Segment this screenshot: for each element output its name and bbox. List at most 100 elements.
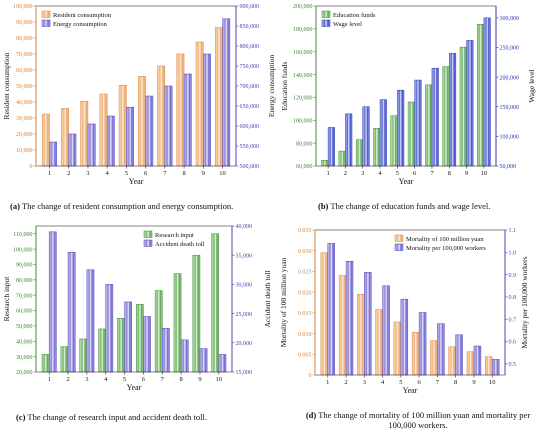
y-left-tick-label: 0.015 (298, 311, 312, 317)
legend-swatch (394, 243, 404, 251)
bar-right-year-4 (379, 99, 387, 167)
x-tick-label: 8 (448, 170, 451, 177)
bar-left-year-5 (118, 84, 127, 167)
x-tick-label: 6 (413, 170, 417, 177)
y-left-tick-label: 0.005 (298, 352, 312, 358)
bar-right-year-2 (67, 252, 76, 373)
y-left-tick-label: 80,000 (16, 36, 33, 42)
bar-right-year-7 (437, 323, 445, 376)
bar-right-year-3 (87, 123, 96, 167)
y-left-axis-title: Education funds (280, 61, 289, 110)
y-right-tick-label: 1.1 (509, 228, 517, 234)
y-left-tick-label: 100,000 (13, 4, 33, 10)
chart-d: 1 2 3 4 5 6 7 8 9 10 0 0.005 0.010 0.015 0.020 0.025 0.0… (279, 228, 529, 395)
x-tick-label: 5 (399, 379, 402, 386)
y-left-axis-title: Resident consumption (2, 52, 11, 119)
legend-swatch (143, 239, 153, 247)
caption-label-c: (c) (16, 412, 26, 422)
bar-left-year-4 (375, 309, 383, 376)
y-right-tick-label: 650,000 (240, 104, 260, 110)
y-left-tick-label: 80,000 (16, 278, 33, 284)
y-left-tick-label: 0.010 (298, 332, 312, 338)
legend-swatch (321, 19, 331, 27)
legend-label: Accident death toll (155, 241, 205, 248)
y-right-tick-label: 40,000 (236, 224, 253, 230)
caption-label-b: (b) (318, 201, 329, 211)
x-tick-label: 2 (344, 170, 347, 177)
chart-c: 1 2 3 4 5 6 7 8 9 10 20,000 30,000 40,000 50,000 60,00… (2, 224, 272, 392)
bar-right-year-3 (362, 106, 370, 167)
y-left-tick-label: 30,000 (16, 116, 33, 122)
x-tick-label: 1 (326, 379, 329, 386)
y-right-tick-label: 150,000 (500, 105, 520, 111)
bar-left-year-8 (176, 53, 185, 167)
y-left-tick-label: 10,000 (16, 148, 33, 154)
y-right-tick-label: 900,000 (240, 4, 260, 10)
x-tick-label: 2 (67, 170, 70, 177)
bar-left-year-1 (41, 354, 50, 373)
bar-left-year-8 (448, 346, 456, 376)
legend: Education funds Wage level (321, 10, 376, 28)
x-tick-label: 3 (361, 170, 364, 177)
legend-label: Education funds (333, 12, 376, 19)
y-left-tick-label: 30,000 (16, 355, 33, 361)
y-left-tick-label: 90,000 (16, 20, 33, 26)
legend-swatch (143, 230, 153, 238)
bar-right-year-7 (162, 327, 170, 373)
y-right-tick-label: 20,000 (236, 341, 253, 347)
caption-label-a: (a) (10, 201, 20, 211)
y-left-tick-label: 90,000 (16, 263, 33, 269)
y-left-tick-label: 110,000 (13, 232, 32, 238)
legend-swatch (41, 19, 51, 27)
x-tick-label: 4 (381, 379, 385, 386)
bar-left-year-7 (154, 290, 163, 373)
x-tick-label: 4 (104, 376, 108, 383)
x-tick-label: 10 (216, 376, 223, 383)
bar-left-year-7 (430, 340, 438, 376)
bar-left-year-2 (61, 108, 69, 167)
y-right-tick-label: 850,000 (240, 24, 260, 30)
bar-left-year-6 (138, 76, 146, 167)
x-tick-label: 9 (472, 379, 475, 386)
y-right-tick-label: 200,000 (500, 75, 520, 81)
caption-text-c: The change of research input and acciden… (27, 412, 208, 422)
y-left-tick-label: 0.030 (298, 249, 312, 255)
y-right-tick-label: 600,000 (240, 124, 260, 130)
bar-right-year-6 (145, 95, 154, 167)
bar-left-year-6 (411, 332, 420, 376)
bar-right-year-2 (345, 260, 354, 376)
bar-right-year-8 (455, 334, 463, 376)
y-right-tick-label: 700,000 (240, 84, 260, 90)
bar-left-year-10 (214, 27, 223, 167)
caption-text-b: The change of education funds and wage l… (330, 201, 491, 211)
legend-swatch (321, 10, 331, 18)
caption-b: (b) The change of education funds and wa… (318, 201, 548, 211)
bar-right-year-6 (143, 316, 151, 373)
bar-right-year-10 (483, 17, 491, 167)
y-left-tick-label: 50,000 (16, 324, 33, 330)
bar-left-year-5 (117, 317, 125, 373)
bar-left-year-4 (373, 128, 381, 167)
x-tick-label: 7 (430, 170, 434, 177)
x-tick-label: 3 (363, 379, 366, 386)
bar-left-year-10 (477, 24, 485, 167)
x-tick-label: 7 (163, 170, 167, 177)
bar-right-year-1 (327, 243, 335, 376)
bar-left-year-9 (195, 41, 204, 167)
bar-right-year-4 (106, 115, 115, 167)
y-left-tick-label: 180,000 (293, 27, 313, 33)
legend-swatch (41, 10, 51, 18)
y-right-tick-label: 15,000 (236, 370, 253, 376)
y-right-axis-title: Accident death toll (263, 270, 272, 327)
bar-right-year-5 (397, 89, 405, 167)
bar-left-year-2 (338, 275, 347, 376)
bar-right-year-4 (382, 285, 390, 376)
y-right-axis-title: Wage level (527, 69, 536, 102)
x-tick-label: 2 (344, 379, 347, 386)
y-left-tick-label: 0.020 (298, 290, 312, 296)
y-right-tick-label: 0.8 (509, 295, 517, 301)
y-right-tick-label: 30,000 (236, 283, 253, 289)
legend-label: Research input (155, 232, 194, 239)
bar-left-year-3 (357, 293, 365, 376)
bar-left-year-3 (80, 100, 89, 167)
